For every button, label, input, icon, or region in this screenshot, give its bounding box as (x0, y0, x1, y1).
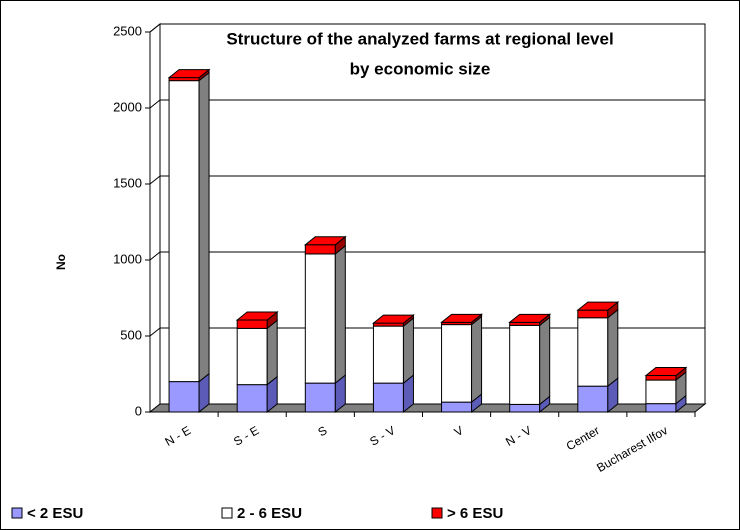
bar-front (577, 385, 609, 413)
bar-front (236, 327, 268, 386)
floor (148, 403, 707, 413)
bar-front (304, 382, 336, 413)
bar-top (508, 313, 552, 323)
legend-swatch (221, 507, 233, 519)
y-tick-label: 2500 (113, 23, 142, 38)
legend-swatch (11, 507, 23, 519)
y-axis-label: No (54, 254, 68, 270)
legend-swatch (431, 507, 443, 519)
bar-side (266, 319, 278, 386)
y-tick-label: 0 (135, 403, 142, 418)
y-tick-label: 500 (120, 327, 142, 342)
grid-line (149, 23, 161, 33)
bar-side (539, 316, 551, 406)
bar-front (645, 403, 677, 413)
grid-line (149, 175, 161, 185)
bar-top (235, 311, 279, 321)
bar-front (441, 401, 473, 413)
bar-front (304, 253, 336, 384)
bar-front (372, 382, 404, 413)
bar-front (509, 324, 541, 405)
y-tick-label: 2000 (113, 99, 142, 114)
legend-label: < 2 ESU (27, 505, 83, 522)
bar-front (645, 375, 677, 381)
bar-front (168, 80, 200, 383)
bar-side (471, 315, 483, 404)
bar-front (645, 379, 677, 405)
bar-front (236, 319, 268, 329)
bar-side (402, 317, 414, 385)
bar-top (576, 301, 620, 311)
legend-label: > 6 ESU (447, 505, 503, 522)
bar-side (334, 244, 346, 385)
bar-side (198, 71, 210, 383)
bar-front (509, 403, 541, 413)
chart-title: Structure of the analyzed farms at regio… (226, 29, 613, 48)
bar-front (304, 244, 336, 255)
bar-side (607, 308, 619, 388)
y-tick-label: 1000 (113, 251, 142, 266)
bar-top (372, 314, 415, 324)
bar-front (577, 309, 609, 319)
bar-top (440, 313, 483, 323)
grid-line (149, 99, 161, 109)
bar-front (372, 325, 404, 384)
grid-line (149, 251, 161, 261)
bar-top (644, 367, 688, 377)
chart-title: by economic size (350, 59, 491, 78)
bar-front (441, 324, 473, 403)
y-tick-label: 1500 (113, 175, 142, 190)
side-wall (149, 22, 161, 414)
bar-top (167, 69, 211, 79)
bar-front (236, 384, 268, 413)
legend-label: 2 - 6 ESU (237, 505, 302, 522)
grid-line (149, 327, 161, 337)
bar-front (577, 317, 609, 387)
bar-front (168, 381, 200, 413)
bar-top (303, 236, 347, 246)
